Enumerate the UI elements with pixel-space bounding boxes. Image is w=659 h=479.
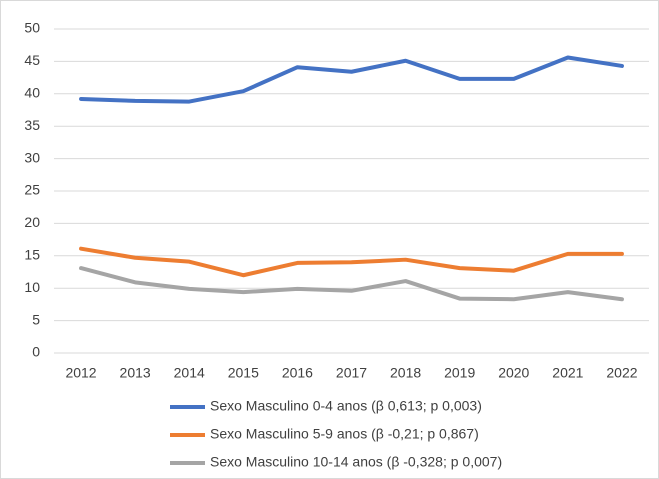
y-tick-label: 10 [24,279,40,295]
data-line [79,246,624,278]
x-tick-label: 2020 [498,365,529,381]
y-tick-label: 25 [24,182,40,198]
x-tick-label: 2015 [228,365,259,381]
x-tick-label: 2017 [336,365,367,381]
x-tick-label: 2022 [606,365,637,381]
x-tick-label: 2016 [282,365,313,381]
y-tick-label: 45 [24,52,40,68]
y-tick-label: 35 [24,117,40,133]
legend-label: Sexo Masculino 5-9 anos (β -0,21; p 0,86… [210,426,479,442]
x-tick-label: 2018 [390,365,421,381]
y-tick-label: 30 [24,149,40,165]
data-line [79,266,624,302]
y-tick-label: 5 [32,311,40,327]
y-tick-label: 15 [24,247,40,263]
data-line [79,55,624,104]
y-tick-label: 0 [32,344,40,360]
y-tick-label: 40 [24,85,40,101]
y-tick-label: 50 [24,20,40,36]
y-tick-label: 20 [24,214,40,230]
x-tick-label: 2012 [65,365,96,381]
x-tick-label: 2014 [174,365,205,381]
x-tick-label: 2021 [552,365,583,381]
legend-label: Sexo Masculino 0-4 anos (β 0,613; p 0,00… [210,398,482,414]
x-tick-label: 2013 [120,365,151,381]
legend-label: Sexo Masculino 10-14 anos (β -0,328; p 0… [210,454,502,470]
x-tick-label: 2019 [444,365,475,381]
